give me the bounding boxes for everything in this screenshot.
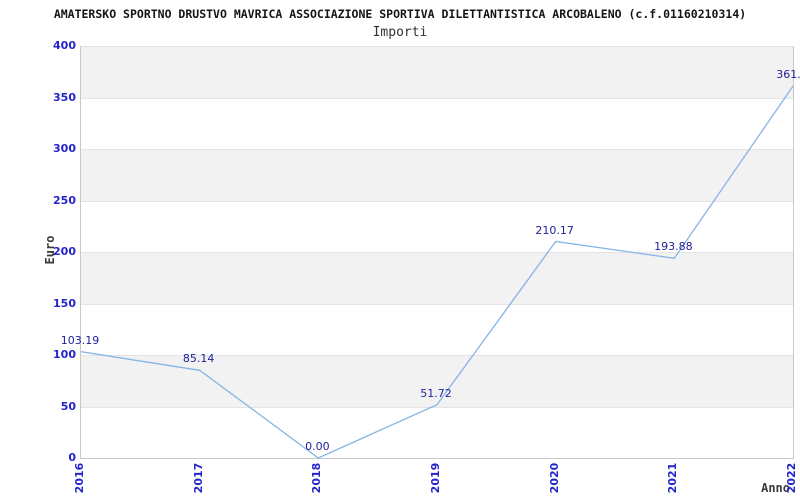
gridline [81, 97, 793, 99]
x-tick-label: 2020 [547, 462, 561, 494]
x-tick-label: 2018 [310, 462, 324, 494]
background-band [81, 355, 793, 407]
plot-area [80, 46, 794, 459]
y-tick-label: 50 [60, 399, 76, 413]
data-point-label: 51.72 [420, 386, 452, 400]
background-band [81, 303, 793, 355]
y-tick-label: 300 [53, 142, 76, 155]
gridline [81, 355, 793, 356]
data-point-label: 85.14 [182, 352, 215, 366]
y-tick-label: 400 [53, 39, 76, 52]
y-tick-label: 150 [53, 296, 76, 310]
y-tick-label: 200 [53, 245, 76, 258]
gridline [81, 200, 793, 202]
background-band [81, 252, 793, 304]
background-band [81, 97, 793, 149]
gridline [81, 406, 793, 408]
data-point-label: 0.00 [305, 440, 330, 453]
y-tick-label: 0 [68, 451, 76, 464]
data-point-label: 193.88 [654, 240, 693, 254]
y-tick-label: 250 [53, 193, 76, 207]
x-tick-label: 2016 [73, 462, 86, 494]
importi-line-series [80, 85, 794, 459]
background-band [81, 200, 793, 252]
background-band [81, 46, 793, 98]
background-band [81, 149, 793, 201]
gridline [81, 149, 793, 150]
gridline [81, 303, 793, 305]
x-tick-label: 2017 [191, 462, 205, 494]
gridline [81, 252, 793, 253]
gridline [81, 46, 793, 47]
data-point-label: 361.1 [776, 68, 800, 82]
x-tick-label: 2022 [785, 462, 798, 494]
data-point-label: 103.19 [60, 333, 100, 347]
chart-title: AMATERSKO SPORTNO DRUSTVO MAVRICA ASSOCI… [53, 7, 747, 21]
y-tick-label: 350 [53, 90, 76, 104]
chart-subtitle: Importi [372, 25, 428, 40]
x-tick-label: 2021 [666, 462, 680, 494]
data-point-label: 210.17 [535, 223, 574, 237]
x-axis-title: Anno [761, 481, 790, 495]
background-band [81, 406, 793, 458]
y-tick-label: 100 [53, 348, 76, 361]
x-tick-label: 2019 [429, 462, 442, 494]
data-line-layer [80, 85, 794, 459]
